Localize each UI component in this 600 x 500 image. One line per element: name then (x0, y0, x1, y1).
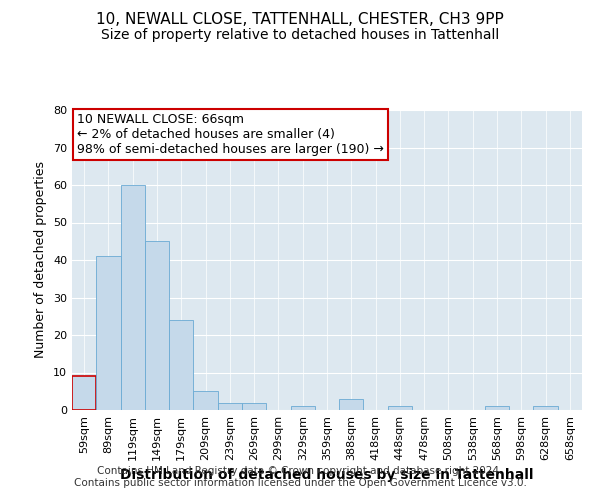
Bar (218, 402, 242, 410)
Bar (121, 185, 145, 410)
Y-axis label: Number of detached properties: Number of detached properties (34, 162, 47, 358)
Text: 10 NEWALL CLOSE: 66sqm
← 2% of detached houses are smaller (4)
98% of semi-detac: 10 NEWALL CLOSE: 66sqm ← 2% of detached … (77, 113, 384, 156)
Bar (193, 391, 218, 410)
Bar (339, 399, 364, 410)
Bar (485, 406, 509, 410)
X-axis label: Distribution of detached houses by size in Tattenhall: Distribution of detached houses by size … (120, 468, 534, 482)
Bar (242, 402, 266, 410)
Text: Contains HM Land Registry data © Crown copyright and database right 2024.
Contai: Contains HM Land Registry data © Crown c… (74, 466, 526, 487)
Bar (72, 376, 96, 410)
Bar (169, 320, 193, 410)
Text: 10, NEWALL CLOSE, TATTENHALL, CHESTER, CH3 9PP: 10, NEWALL CLOSE, TATTENHALL, CHESTER, C… (96, 12, 504, 28)
Text: Size of property relative to detached houses in Tattenhall: Size of property relative to detached ho… (101, 28, 499, 42)
Bar (533, 406, 558, 410)
Bar (290, 406, 315, 410)
Bar (145, 242, 169, 410)
Bar (388, 406, 412, 410)
Bar (96, 256, 121, 410)
